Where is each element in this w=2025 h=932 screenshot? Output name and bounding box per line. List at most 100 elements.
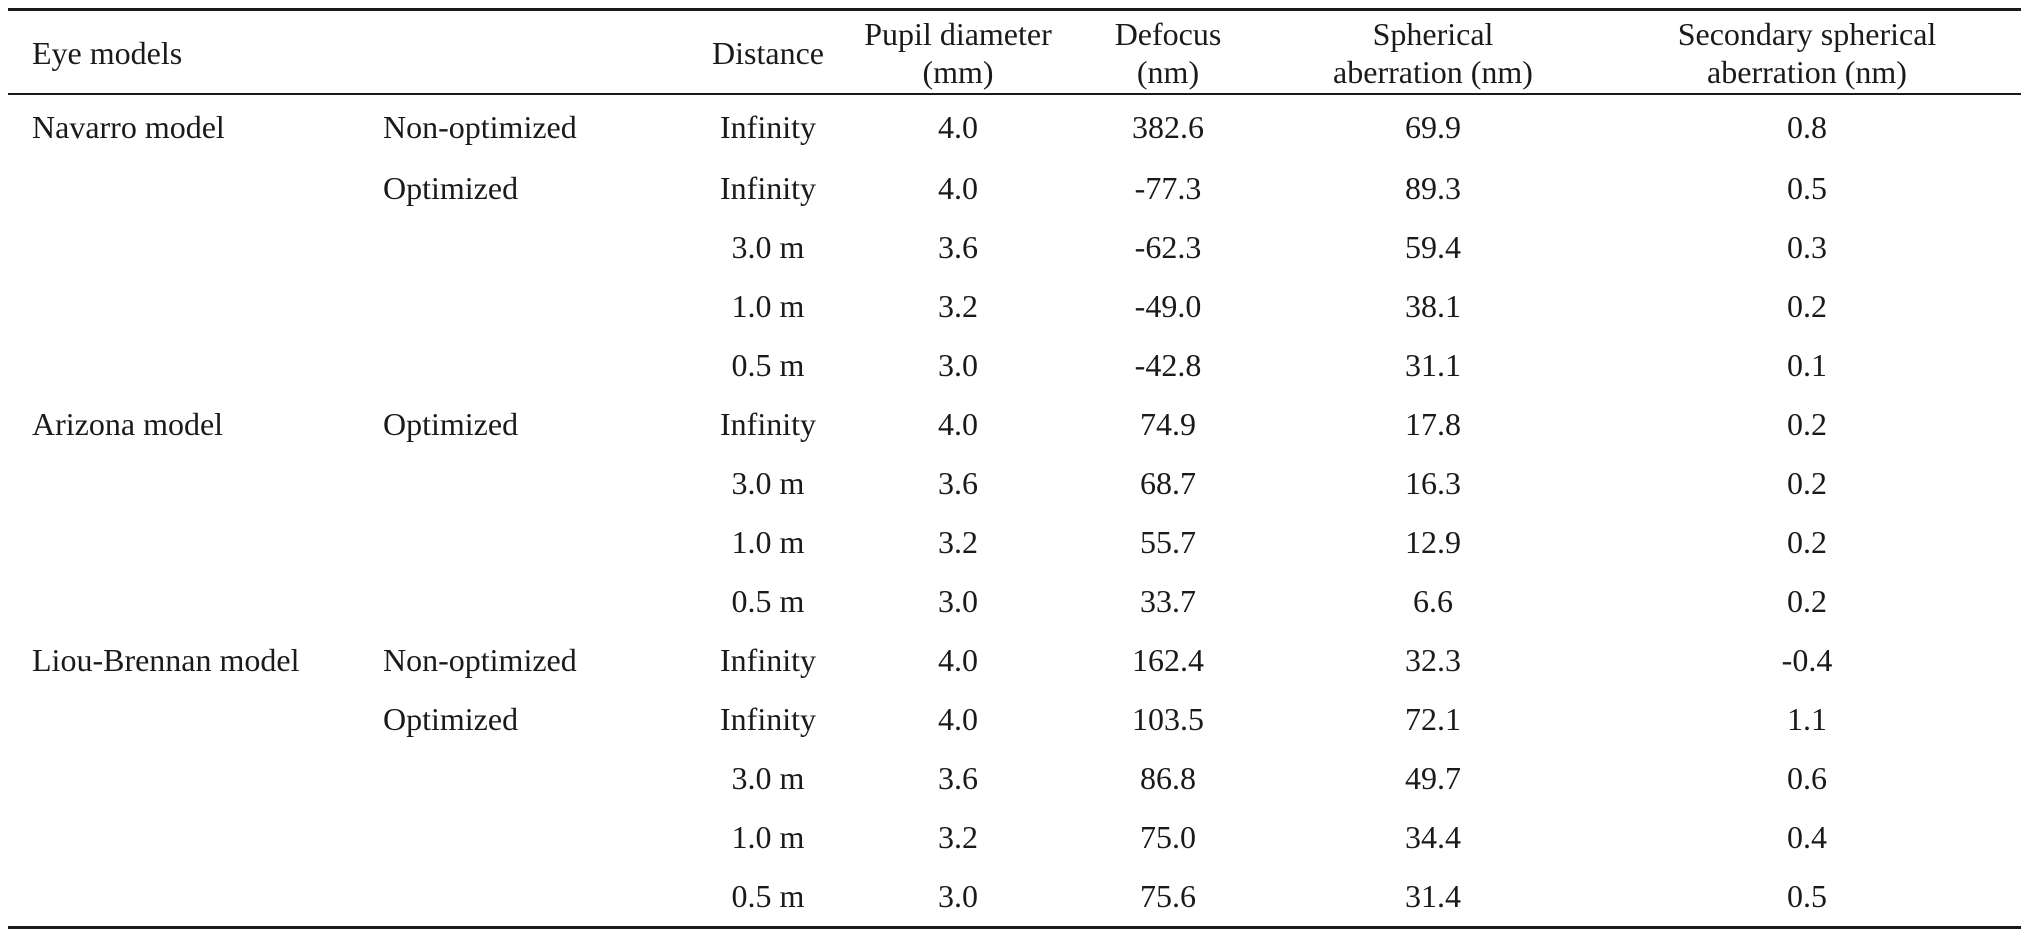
cell-defocus: 33.7 <box>1140 583 1196 619</box>
cell-eye-model <box>8 867 383 928</box>
cell-eye-model <box>8 513 383 572</box>
header-row: Eye models Distance Pupil diameter (mm) D… <box>8 9 2021 95</box>
cell-distance: 1.0 m <box>731 819 805 855</box>
cell-eye-model <box>8 336 383 395</box>
cell-secondary-spherical-aberration: 0.2 <box>1787 288 1827 324</box>
cell-pupil-diameter: 3.0 <box>938 878 978 914</box>
cell-variant <box>383 277 683 336</box>
cell-defocus: -62.3 <box>1134 229 1202 265</box>
cell-distance: Infinity <box>720 406 816 442</box>
cell-variant <box>383 808 683 867</box>
cell-pupil-diameter: 4.0 <box>938 170 978 206</box>
table-row: 3.0 m 3.6 86.8 49.7 0.6 <box>8 749 2021 808</box>
cell-pupil-diameter: 3.6 <box>938 229 978 265</box>
cell-distance: 0.5 m <box>731 583 805 619</box>
cell-pupil-diameter: 3.2 <box>938 524 978 560</box>
cell-pupil-diameter: 3.0 <box>938 583 978 619</box>
cell-secondary-spherical-aberration: 0.2 <box>1787 406 1827 442</box>
cell-variant <box>383 336 683 395</box>
cell-eye-model <box>8 159 383 218</box>
cell-defocus: 68.7 <box>1140 465 1196 501</box>
cell-secondary-spherical-aberration: 0.2 <box>1787 583 1827 619</box>
table-row: Optimized Infinity 4.0 103.5 72.1 1.1 <box>8 690 2021 749</box>
cell-distance: 0.5 m <box>731 347 805 383</box>
cell-defocus: 74.9 <box>1140 406 1196 442</box>
table-row: Navarro model Non-optimized Infinity 4.0 382… <box>8 94 2021 159</box>
header-variant <box>383 10 683 95</box>
cell-secondary-spherical-aberration: -0.4 <box>1781 642 1833 678</box>
cell-defocus: 103.5 <box>1132 701 1204 737</box>
cell-defocus: 382.6 <box>1132 108 1204 145</box>
cell-variant <box>383 749 683 808</box>
cell-spherical-aberration: 31.4 <box>1405 878 1461 914</box>
cell-distance: Infinity <box>720 642 816 678</box>
cell-eye-model: Liou-Brennan model <box>32 642 300 678</box>
cell-variant: Optimized <box>383 170 519 206</box>
cell-distance: 3.0 m <box>731 229 805 265</box>
cell-distance: Infinity <box>720 701 816 737</box>
cell-spherical-aberration: 16.3 <box>1405 465 1461 501</box>
eye-model-aberration-table: Eye models Distance Pupil diameter (mm) D… <box>8 8 2021 929</box>
header-spherical-aberration: Spherical aberration (nm) <box>1333 16 1533 90</box>
cell-pupil-diameter: 4.0 <box>938 108 978 145</box>
cell-distance: 3.0 m <box>731 465 805 501</box>
cell-spherical-aberration: 59.4 <box>1405 229 1461 265</box>
cell-distance: Infinity <box>720 108 816 145</box>
data-table: Eye models Distance Pupil diameter (mm) D… <box>8 8 2021 929</box>
cell-defocus: -42.8 <box>1134 347 1202 383</box>
cell-distance: 0.5 m <box>731 878 805 914</box>
header-pupil-diameter: Pupil diameter (mm) <box>864 16 1052 90</box>
cell-eye-model <box>8 690 383 749</box>
table-row: 1.0 m 3.2 75.0 34.4 0.4 <box>8 808 2021 867</box>
cell-distance: 1.0 m <box>731 524 805 560</box>
cell-spherical-aberration: 6.6 <box>1413 583 1453 619</box>
table-row: 1.0 m 3.2 -49.0 38.1 0.2 <box>8 277 2021 336</box>
cell-eye-model <box>8 454 383 513</box>
cell-secondary-spherical-aberration: 0.6 <box>1787 760 1827 796</box>
cell-pupil-diameter: 3.6 <box>938 760 978 796</box>
cell-defocus: -49.0 <box>1134 288 1202 324</box>
cell-spherical-aberration: 31.1 <box>1405 347 1461 383</box>
cell-spherical-aberration: 34.4 <box>1405 819 1461 855</box>
cell-secondary-spherical-aberration: 0.2 <box>1787 524 1827 560</box>
cell-variant <box>383 867 683 928</box>
table-row: 0.5 m 3.0 33.7 6.6 0.2 <box>8 572 2021 631</box>
table-row: 0.5 m 3.0 -42.8 31.1 0.1 <box>8 336 2021 395</box>
table-body: Navarro model Non-optimized Infinity 4.0 382… <box>8 94 2021 928</box>
cell-defocus: 75.0 <box>1140 819 1196 855</box>
cell-spherical-aberration: 12.9 <box>1405 524 1461 560</box>
cell-defocus: 55.7 <box>1140 524 1196 560</box>
cell-eye-model <box>8 749 383 808</box>
header-eye-models: Eye models <box>32 35 183 71</box>
cell-eye-model <box>8 808 383 867</box>
cell-pupil-diameter: 3.6 <box>938 465 978 501</box>
cell-eye-model <box>8 572 383 631</box>
cell-variant: Optimized <box>383 701 519 737</box>
cell-spherical-aberration: 72.1 <box>1405 701 1461 737</box>
cell-variant: Optimized <box>383 406 519 442</box>
cell-spherical-aberration: 49.7 <box>1405 760 1461 796</box>
cell-spherical-aberration: 38.1 <box>1405 288 1461 324</box>
cell-variant: Non-optimized <box>383 108 577 145</box>
cell-variant <box>383 513 683 572</box>
header-secondary-spherical-aberration: Secondary spherical aberration (nm) <box>1677 16 1937 90</box>
header-distance: Distance <box>712 35 824 71</box>
cell-variant <box>383 454 683 513</box>
cell-spherical-aberration: 89.3 <box>1405 170 1461 206</box>
cell-eye-model <box>8 277 383 336</box>
table-row: 3.0 m 3.6 -62.3 59.4 0.3 <box>8 218 2021 277</box>
table-header: Eye models Distance Pupil diameter (mm) D… <box>8 9 2021 95</box>
cell-secondary-spherical-aberration: 0.3 <box>1787 229 1827 265</box>
cell-variant: Non-optimized <box>383 642 577 678</box>
cell-secondary-spherical-aberration: 0.2 <box>1787 465 1827 501</box>
cell-secondary-spherical-aberration: 0.1 <box>1787 347 1827 383</box>
cell-spherical-aberration: 17.8 <box>1405 406 1461 442</box>
cell-secondary-spherical-aberration: 1.1 <box>1787 701 1827 737</box>
cell-defocus: 86.8 <box>1140 760 1196 796</box>
table-row: 1.0 m 3.2 55.7 12.9 0.2 <box>8 513 2021 572</box>
cell-pupil-diameter: 4.0 <box>938 701 978 737</box>
table-row: Optimized Infinity 4.0 -77.3 89.3 0.5 <box>8 159 2021 218</box>
cell-defocus: 162.4 <box>1132 642 1204 678</box>
table-row: 0.5 m 3.0 75.6 31.4 0.5 <box>8 867 2021 928</box>
cell-distance: 1.0 m <box>731 288 805 324</box>
